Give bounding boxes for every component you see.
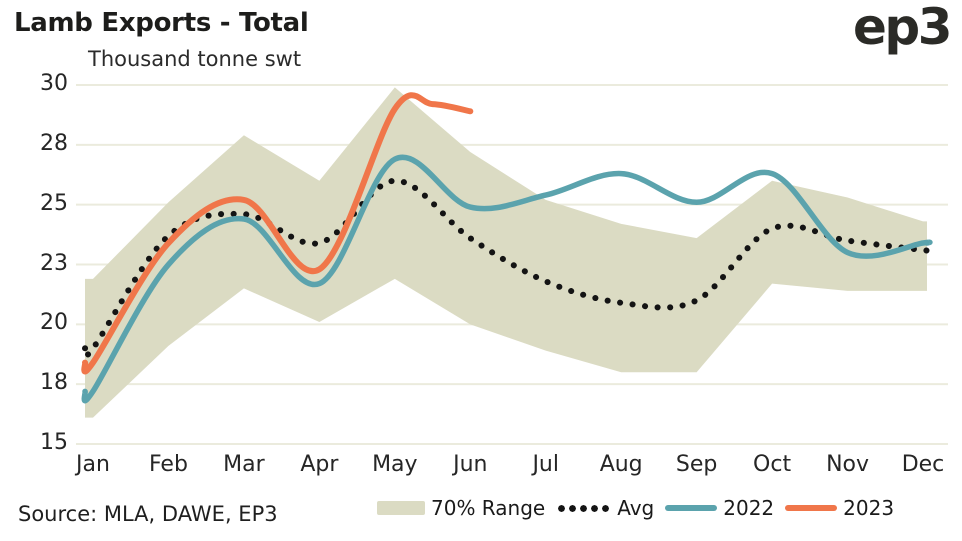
avg-dotted-line-icon [556,504,612,512]
x-tick-label: Sep [675,452,718,477]
legend-item-2023: 2023 [785,496,894,520]
legend-item-range: 70% Range [377,496,545,520]
y-tick-label: 23 [40,250,68,276]
y-axis-labels: 30 28 25 23 20 18 15 [0,0,68,470]
y-tick-label: 25 [40,190,68,216]
line-2023 [81,92,474,375]
y-tick-label: 28 [40,130,68,156]
x-tick-label: May [372,452,418,477]
x-tick-label: Nov [826,452,869,477]
source-note: Source: MLA, DAWE, EP3 [18,502,278,526]
legend-item-avg: Avg [556,496,654,520]
y-tick-label: 30 [40,71,68,96]
x-tick-label: Feb [148,452,188,477]
legend-item-2022: 2022 [665,496,774,520]
y-tick-label: 18 [40,370,68,396]
line-2022 [81,154,933,404]
x-tick-label: Oct [753,452,792,477]
x-tick-label: Jul [532,452,559,477]
x-tick-label: Jun [453,452,488,477]
x-tick-label: Mar [223,452,265,477]
range-band [85,87,927,418]
avg-line [81,177,933,360]
x-tick-label: Jan [76,452,110,477]
line-2022-icon [665,505,718,511]
x-tick-label: Aug [599,452,643,477]
range-band-swatch-icon [377,501,425,515]
x-tick-label: Apr [300,452,339,477]
legend-label-2023: 2023 [843,496,895,520]
legend-label-2022: 2022 [723,496,775,520]
x-tick-label: Dec [901,452,945,477]
legend: 70% Range Avg 2022 2023 [377,496,894,520]
line-2023-icon [785,505,838,511]
legend-label-range: 70% Range [431,496,546,520]
axis-unit-label: Thousand tonne swt [88,47,302,71]
page-title: Lamb Exports - Total [14,8,309,38]
y-tick-label: 15 [40,430,68,455]
x-axis-labels: Jan Feb Mar Apr May Jun Jul Aug Sep Oct Nov Dec [0,452,962,482]
y-tick-label: 20 [40,310,68,336]
brand-logo: ep3 [853,0,953,56]
legend-label-avg: Avg [617,496,655,520]
